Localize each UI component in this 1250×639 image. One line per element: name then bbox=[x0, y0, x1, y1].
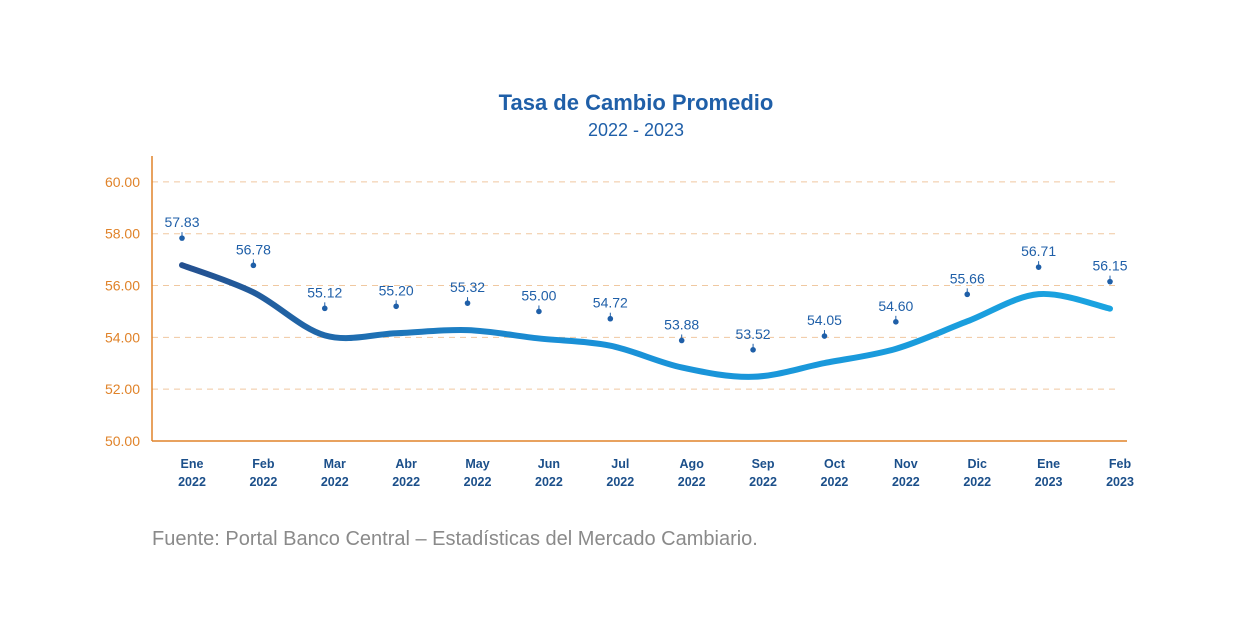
series-line-group bbox=[179, 262, 1113, 380]
series-line bbox=[179, 262, 1113, 380]
x-tick-year: 2022 bbox=[535, 475, 563, 489]
x-tick-year: 2022 bbox=[606, 475, 634, 489]
source-note: Fuente: Portal Banco Central – Estadísti… bbox=[152, 528, 758, 550]
x-tick-year: 2022 bbox=[821, 475, 849, 489]
data-label: 55.00 bbox=[521, 287, 556, 303]
x-tick-year: 2022 bbox=[392, 475, 420, 489]
data-label: 54.60 bbox=[878, 298, 913, 314]
data-label: 55.20 bbox=[379, 282, 414, 298]
data-label: 55.66 bbox=[950, 270, 985, 286]
data-label: 56.71 bbox=[1021, 243, 1056, 259]
data-label: 54.05 bbox=[807, 312, 842, 328]
data-label: 54.72 bbox=[593, 295, 628, 311]
data-point bbox=[607, 315, 614, 322]
data-point bbox=[250, 262, 257, 269]
x-tick-year: 2023 bbox=[1106, 475, 1134, 489]
x-tick-year: 2022 bbox=[892, 475, 920, 489]
x-tick-month: Dic bbox=[968, 457, 988, 471]
x-tick-month: Ago bbox=[680, 457, 705, 471]
markers bbox=[179, 232, 1113, 353]
data-point bbox=[1035, 264, 1042, 270]
x-tick-month: Ene bbox=[1037, 457, 1060, 471]
data-labels: 57.83 56.78 55.12 55.20 55.32 55.00 54.72 53.88… bbox=[164, 214, 1127, 342]
x-tick-month: Oct bbox=[824, 457, 846, 471]
x-tick-month: May bbox=[465, 457, 489, 471]
x-tick-month: Abr bbox=[395, 457, 417, 471]
data-point bbox=[750, 347, 756, 353]
data-point bbox=[321, 305, 328, 312]
x-tick-year: 2022 bbox=[963, 475, 991, 489]
x-tick-year: 2022 bbox=[678, 475, 706, 489]
data-point bbox=[893, 319, 899, 325]
x-axis-ticks: Ene 2022 Feb 2022 Mar 2022 Abr 2022 May 2022 Jun 20… bbox=[178, 457, 1134, 489]
chart-title: Tasa de Cambio Promedio bbox=[499, 90, 774, 115]
x-tick-month: Nov bbox=[894, 457, 918, 471]
data-point bbox=[1107, 278, 1113, 285]
x-tick-month: Feb bbox=[1109, 457, 1132, 471]
data-point bbox=[678, 337, 685, 344]
x-tick-month: Sep bbox=[752, 457, 775, 471]
x-tick-year: 2022 bbox=[178, 475, 206, 489]
x-tick-month: Jul bbox=[611, 457, 629, 471]
x-tick-month: Feb bbox=[252, 457, 275, 471]
data-label: 57.83 bbox=[164, 214, 199, 230]
x-tick-month: Jun bbox=[538, 457, 560, 471]
chart-subtitle: 2022 - 2023 bbox=[588, 120, 684, 140]
y-tick-label: 56.00 bbox=[105, 278, 140, 294]
data-point bbox=[964, 291, 971, 298]
x-tick-month: Ene bbox=[181, 457, 204, 471]
data-point bbox=[393, 303, 399, 310]
data-label: 56.78 bbox=[236, 241, 271, 257]
y-tick-label: 60.00 bbox=[105, 174, 140, 190]
x-tick-year: 2022 bbox=[249, 475, 277, 489]
data-label: 53.88 bbox=[664, 316, 699, 332]
data-point bbox=[536, 308, 542, 315]
data-point bbox=[179, 235, 185, 241]
grid bbox=[152, 181, 1119, 390]
x-tick-year: 2022 bbox=[321, 475, 349, 489]
y-axis-ticks: 50.00 52.00 54.00 56.00 58.00 60.00 bbox=[105, 174, 140, 449]
x-tick-year: 2022 bbox=[464, 475, 492, 489]
data-label: 55.12 bbox=[307, 284, 342, 300]
data-point bbox=[464, 300, 471, 306]
x-tick-year: 2022 bbox=[749, 475, 777, 489]
y-tick-label: 50.00 bbox=[105, 433, 140, 449]
data-label: 56.15 bbox=[1092, 258, 1127, 274]
y-tick-label: 52.00 bbox=[105, 381, 140, 397]
y-tick-label: 58.00 bbox=[105, 226, 140, 242]
axes bbox=[151, 156, 1127, 442]
data-label: 55.32 bbox=[450, 279, 485, 295]
x-tick-year: 2023 bbox=[1035, 475, 1063, 489]
data-point bbox=[821, 333, 828, 339]
data-label: 53.52 bbox=[736, 326, 771, 342]
x-tick-month: Mar bbox=[324, 457, 346, 471]
y-tick-label: 54.00 bbox=[105, 329, 140, 345]
